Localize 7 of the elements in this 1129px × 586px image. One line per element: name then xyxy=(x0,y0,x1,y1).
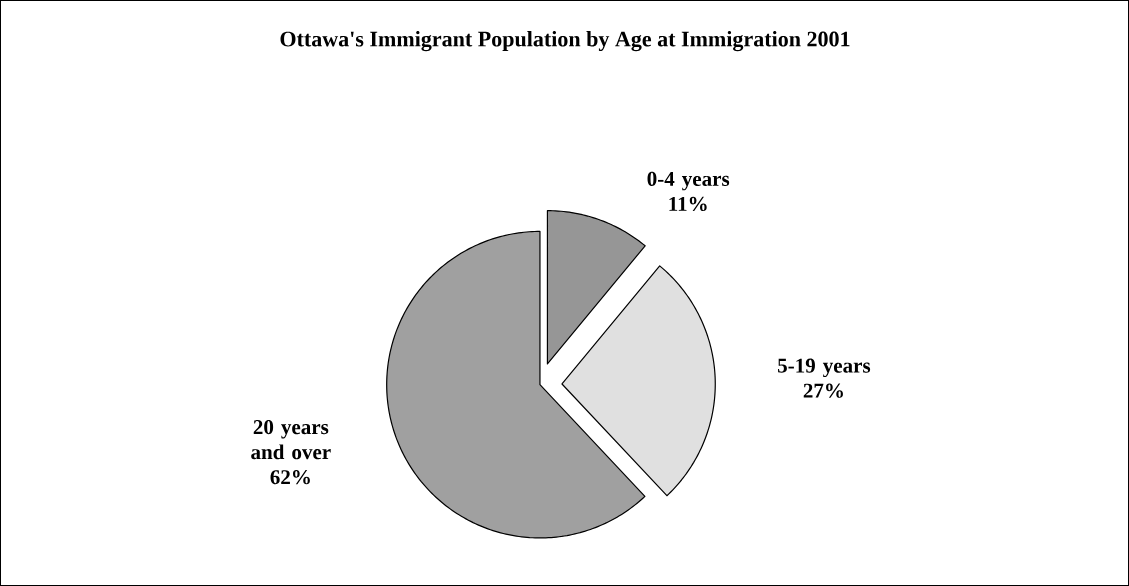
data-label: 11% xyxy=(669,196,707,212)
data-label: 27% xyxy=(803,383,843,398)
slice-label: 20 years and over xyxy=(251,419,331,460)
data-label: 62% xyxy=(270,470,310,485)
slice-label: 5-19 years xyxy=(778,358,871,378)
chart-title: Ottawa's Immigrant Population by Age at Immigration 2001 xyxy=(280,30,850,52)
slice-label: 0-4 years xyxy=(647,171,730,191)
